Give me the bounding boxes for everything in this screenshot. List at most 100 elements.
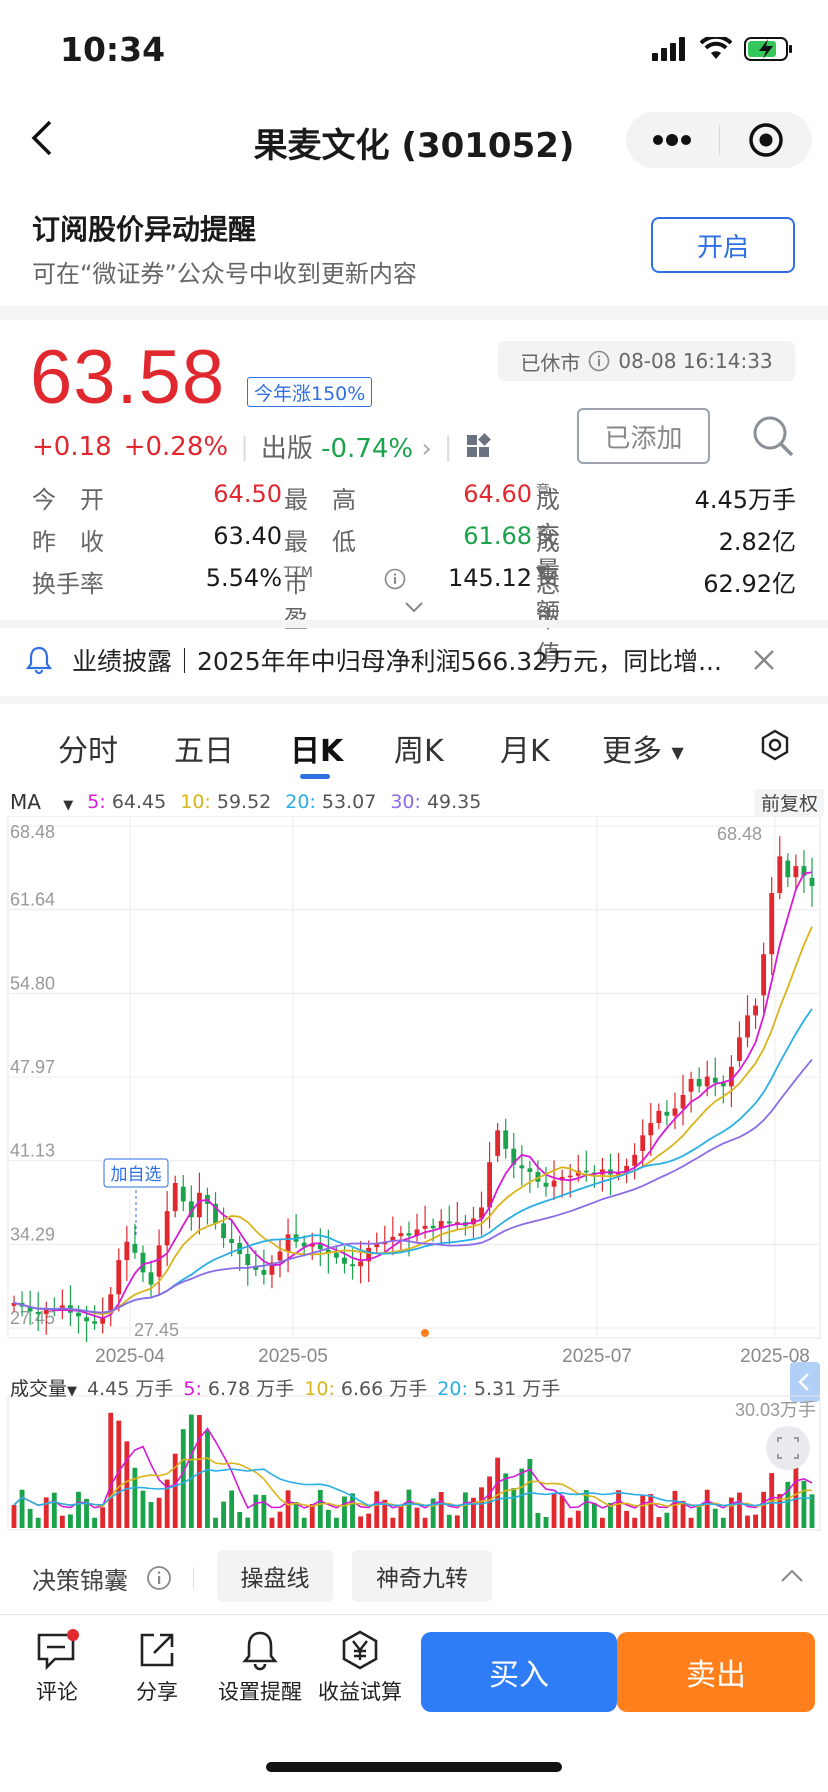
change-row: +0.18 +0.28% | 出版 -0.74% › | <box>32 428 493 465</box>
subscribe-desc: 可在“微证券”公众号中收到更新内容 <box>32 260 417 288</box>
mini-program-capsule <box>626 112 812 168</box>
profit-calc-button[interactable]: 收益试算 <box>310 1629 410 1706</box>
back-button[interactable] <box>30 118 54 166</box>
more-button[interactable] <box>626 112 719 168</box>
chip-trading-line[interactable]: 操盘线 <box>217 1550 333 1602</box>
tab-monthly-k[interactable]: 月K <box>500 734 550 769</box>
chevron-up-icon[interactable] <box>780 1569 804 1583</box>
caret-down-icon: ▼ <box>536 564 547 580</box>
fullscreen-icon <box>777 1437 799 1459</box>
volume-bar <box>245 1517 251 1528</box>
volume-bar <box>374 1491 380 1528</box>
tab-daily-k[interactable]: 日K <box>290 734 344 769</box>
volume-value: 4.45万手 <box>694 486 796 514</box>
vol-ma5-line <box>13 1427 813 1510</box>
section-divider <box>0 306 828 320</box>
info-icon[interactable] <box>588 350 610 372</box>
added-watchlist-button[interactable]: 已添加 <box>577 408 710 464</box>
subscribe-enable-button[interactable]: 开启 <box>651 217 795 273</box>
candle-body <box>132 1243 138 1253</box>
volume-bar <box>809 1494 815 1528</box>
candle-body <box>616 1173 621 1175</box>
candle-body <box>317 1244 323 1250</box>
candle-body <box>454 1222 460 1224</box>
volume-bar <box>27 1508 33 1528</box>
separator: | <box>240 431 249 462</box>
buy-button[interactable]: 买入 <box>421 1632 617 1712</box>
price-change: +0.18 <box>32 431 112 462</box>
volume-bar <box>213 1517 218 1528</box>
sector-link[interactable]: 出版 -0.74% › <box>261 428 432 465</box>
y-tick-label: 27.45 <box>10 1308 55 1328</box>
chart-settings-button[interactable] <box>759 729 791 765</box>
chip-magic-nine[interactable]: 神奇九转 <box>352 1550 492 1602</box>
sector-change: -0.74% <box>321 434 414 464</box>
candle-body <box>350 1264 355 1267</box>
tab-intraday[interactable]: 分时 <box>58 734 118 769</box>
volume-bar <box>608 1502 613 1528</box>
bottom-action-bar: 评论 分享 设置提醒 收益试算 买入 卖出 <box>0 1614 828 1722</box>
open-value: 64.50 <box>213 480 282 508</box>
pe-info-icon[interactable] <box>384 568 406 590</box>
sell-button[interactable]: 卖出 <box>617 1632 815 1712</box>
volume-bar <box>19 1489 25 1528</box>
volume-bar <box>680 1500 686 1528</box>
candle-body <box>76 1312 81 1317</box>
grid-apps-icon[interactable] <box>465 432 493 461</box>
x-tick-label: 2025-05 <box>258 1346 328 1367</box>
annotation-box <box>103 1158 169 1188</box>
share-button[interactable]: 分享 <box>112 1629 202 1706</box>
candle-body <box>503 1130 509 1149</box>
close-mini-program-button[interactable] <box>720 112 813 168</box>
max-price-label: 68.48 <box>717 824 762 844</box>
comment-button[interactable]: 评论 <box>12 1629 102 1706</box>
high-label: 最 高 <box>284 486 356 514</box>
candle-body <box>92 1321 98 1324</box>
candle-body <box>793 866 799 878</box>
candle-body <box>487 1162 492 1208</box>
candle-body <box>535 1172 541 1182</box>
volume-bar <box>285 1490 291 1528</box>
candle-body <box>180 1186 186 1202</box>
sector-name: 出版 <box>260 434 313 464</box>
adjust-mode-button[interactable]: 前复权 <box>754 788 824 816</box>
expand-stats-button[interactable] <box>404 598 424 617</box>
candle-body <box>777 856 783 894</box>
kline-chart[interactable]: 68.48 61.64 54.80 47.97 41.13 34.29 27.45 2025-… <box>0 816 828 1544</box>
market-status-pill: 已休市 08-08 16:14:33 <box>498 341 795 381</box>
set-alert-button[interactable]: 设置提醒 <box>212 1629 308 1706</box>
volume-bar <box>632 1517 638 1528</box>
y-tick-label: 47.97 <box>10 1057 55 1077</box>
volume-bar <box>382 1499 388 1528</box>
tab-weekly-k[interactable]: 周K <box>394 734 444 769</box>
candle-body <box>519 1165 525 1169</box>
candle-body <box>688 1079 694 1092</box>
volume-bar <box>301 1517 307 1528</box>
candle-body <box>640 1135 646 1151</box>
close-icon[interactable] <box>752 648 776 672</box>
min-price-label: 27.45 <box>134 1320 179 1340</box>
decision-info-icon[interactable] <box>146 1565 172 1591</box>
candle-body <box>398 1233 404 1237</box>
volume-bar <box>648 1494 654 1528</box>
announcement-bar[interactable]: 业绩披露｜2025年年中归母净利润566.32万元，同比增... <box>0 628 828 692</box>
volume-bar <box>527 1458 533 1528</box>
volume-bar <box>261 1494 267 1528</box>
tab-more[interactable]: 更多 ▼ <box>602 734 684 769</box>
volume-bar <box>600 1517 605 1528</box>
tab-five-day[interactable]: 五日 <box>174 734 234 769</box>
bell-icon <box>25 646 53 675</box>
prev-close-value: 63.40 <box>213 522 282 550</box>
volume-bar <box>229 1490 235 1528</box>
volume-selector[interactable]: 成交量▼ <box>10 1378 78 1400</box>
home-indicator <box>266 1762 562 1772</box>
volume-bar <box>793 1464 799 1528</box>
candle-body <box>414 1229 420 1236</box>
ma-selector[interactable]: MA ▼ <box>10 790 74 814</box>
volume-bar <box>11 1504 17 1528</box>
caret-down-icon: ▼ <box>63 798 74 813</box>
search-button[interactable] <box>751 414 795 462</box>
vol-ma20-line <box>13 1468 812 1507</box>
candle-body <box>543 1182 549 1187</box>
y-tick-label: 41.13 <box>10 1141 55 1161</box>
